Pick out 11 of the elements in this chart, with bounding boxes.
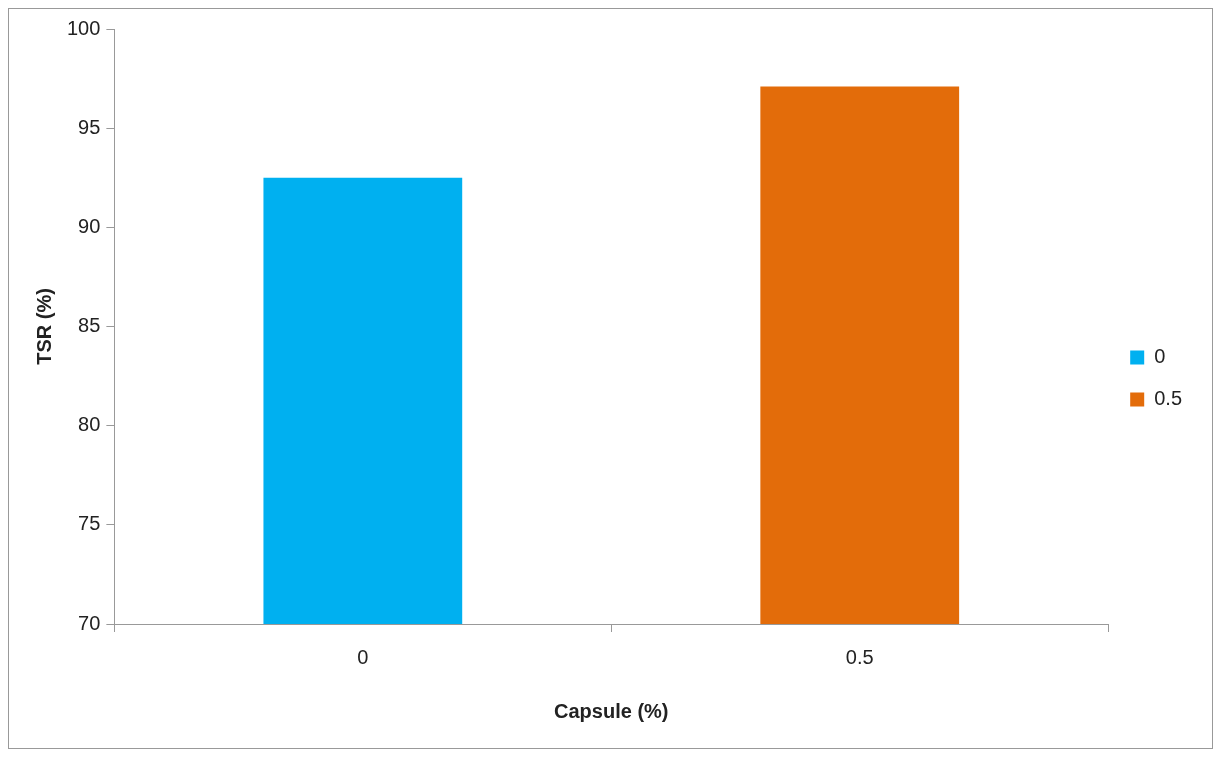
- y-tick-label: 85: [78, 314, 101, 337]
- y-tick-label: 80: [78, 413, 101, 436]
- y-tick-label: 95: [78, 115, 101, 138]
- x-axis-title: Capsule (%): [554, 699, 669, 722]
- y-axis-title: TSR (%): [32, 288, 55, 365]
- y-tick-label: 75: [78, 512, 101, 535]
- y-tick-label: 100: [66, 16, 101, 39]
- legend-label: 0.5: [1154, 387, 1183, 410]
- y-tick-label: 70: [78, 611, 101, 634]
- legend-label: 0: [1154, 345, 1166, 368]
- y-tick-label: 90: [78, 214, 101, 237]
